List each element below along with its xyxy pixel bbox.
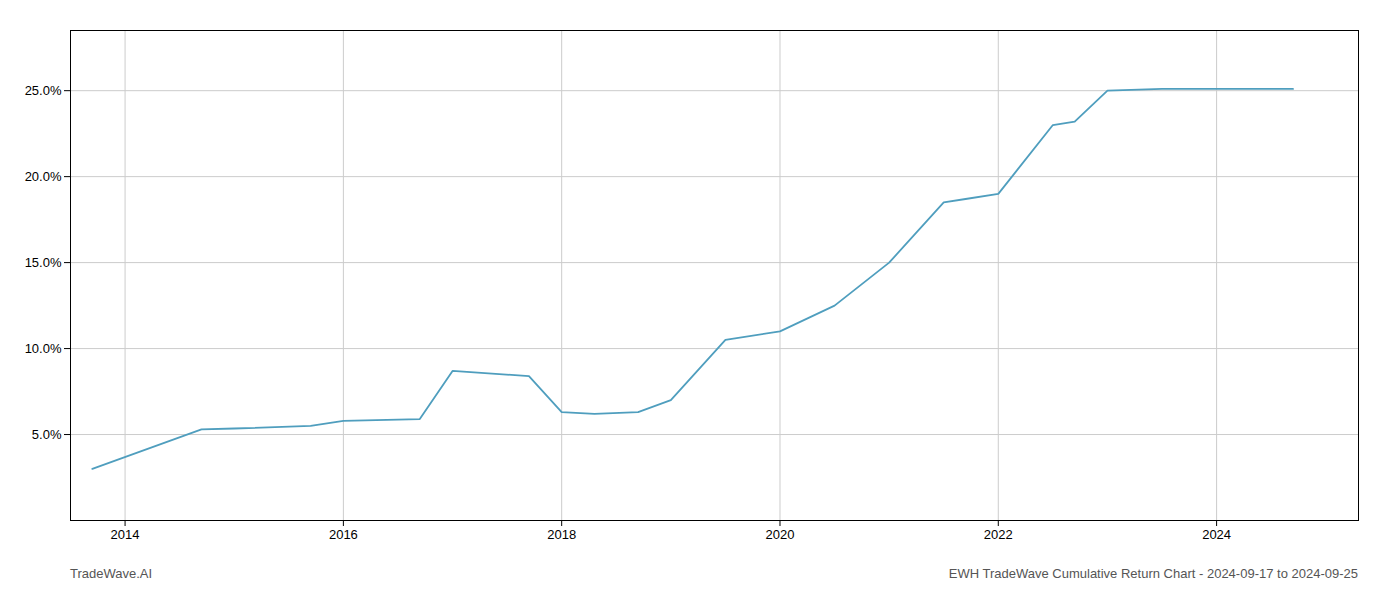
svg-text:5.0%: 5.0% xyxy=(32,427,62,442)
html-text:EWH TradeWave Cumulative Retur: EWH TradeWave Cumulative Return Chart - … xyxy=(948,566,1358,581)
html-text:TradeWave.AI: TradeWave.AI xyxy=(70,566,153,581)
svg-text:2022: 2022 xyxy=(984,527,1013,542)
svg-text:20.0%: 20.0% xyxy=(25,169,62,184)
svg-text:2016: 2016 xyxy=(329,527,358,542)
svg-text:2024: 2024 xyxy=(1202,527,1231,542)
svg-text:10.0%: 10.0% xyxy=(25,341,62,356)
svg-text:2014: 2014 xyxy=(111,527,140,542)
svg-text:15.0%: 15.0% xyxy=(25,255,62,270)
svg-text:2018: 2018 xyxy=(547,527,576,542)
svg-text:25.0%: 25.0% xyxy=(25,83,62,98)
svg-text:2020: 2020 xyxy=(766,527,795,542)
